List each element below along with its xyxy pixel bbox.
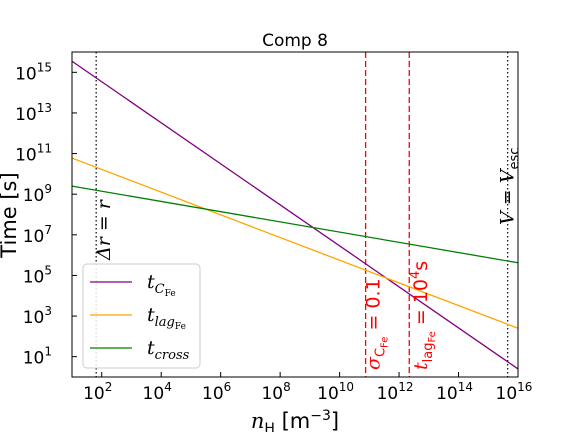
reference-line-labels: Δr = r σCFe = 0.1 tlagFe = 104s V = Vesc [93, 148, 523, 370]
x-tick-label: 102 [83, 380, 112, 404]
y-tick-label: 1011 [15, 142, 52, 166]
reference-line-label: V = Vesc [497, 148, 523, 225]
axis-ticks: 102 104 106 108 1010 1012 1014 1016 101 103 105 107… [15, 60, 532, 404]
series-lines [71, 60, 519, 370]
x-tick-label: 1010 [317, 380, 354, 404]
reference-line-label: Δr = r [93, 198, 115, 261]
legend-label: tlagFe [147, 304, 186, 332]
chart-title: Comp 8 [262, 31, 328, 51]
y-axis-label: Time [s] [0, 172, 21, 258]
y-tick-label: 101 [23, 345, 52, 369]
y-tick-label: 107 [23, 223, 52, 247]
x-tick-label: 1012 [377, 380, 414, 404]
x-tick-label: 108 [261, 380, 290, 404]
y-tick-label: 105 [23, 263, 52, 287]
legend: tCFe tlagFe tcross [82, 263, 201, 369]
axes-frame [71, 51, 519, 378]
x-axis-label: nH [m−3] [251, 408, 339, 432]
x-tick-label: 1016 [496, 380, 533, 404]
reference-lines [95, 52, 509, 377]
series-line [71, 157, 519, 329]
legend-label: tCFe [147, 271, 176, 299]
series-line [71, 60, 519, 370]
legend-label: tcross [147, 337, 190, 363]
y-tick-label: 103 [23, 304, 52, 328]
x-tick-label: 104 [143, 380, 172, 404]
series-line [71, 185, 519, 264]
y-tick-label: 1013 [15, 101, 52, 125]
x-tick-label: 106 [202, 380, 231, 404]
x-tick-label: 1014 [436, 380, 473, 404]
reference-line-label: tlagFe = 104s [408, 261, 438, 370]
y-tick-label: 1015 [15, 60, 52, 84]
reference-line-label: σCFe = 0.1 [363, 278, 391, 370]
legend-box [82, 263, 201, 369]
y-tick-label: 109 [23, 182, 52, 206]
